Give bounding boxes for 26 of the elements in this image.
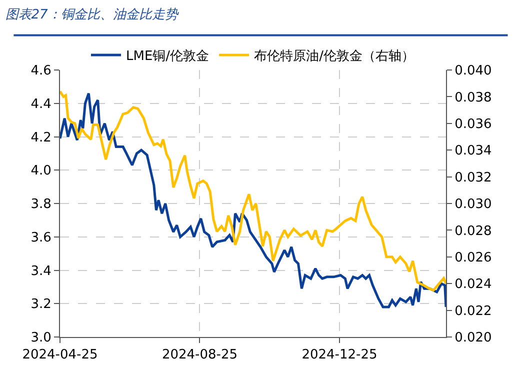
y-tick-label: 3.4 — [30, 264, 52, 279]
y-tick-label: 3.6 — [30, 230, 52, 246]
y-tick-label: 3.2 — [30, 297, 52, 312]
y-tick-label: 3.0 — [30, 330, 52, 346]
y2-tick-label: 0.036 — [454, 116, 492, 132]
y2-tick-label: 0.024 — [454, 277, 492, 292]
x-tick-label: 2024-08-25 — [162, 348, 238, 363]
y2-tick-label: 0.022 — [454, 304, 492, 319]
y-tick-label: 4.4 — [30, 96, 52, 112]
y-tick-label: 4.2 — [30, 130, 52, 146]
y2-tick-label: 0.030 — [454, 197, 492, 212]
x-tick-label: 2024-04-25 — [22, 348, 98, 363]
y2-tick-label: 0.028 — [454, 224, 492, 239]
legend-label: LME铜/伦敦金 — [126, 49, 210, 64]
y2-tick-label: 0.032 — [454, 170, 492, 186]
y-tick-label: 4.6 — [30, 64, 52, 79]
y2-tick-label: 0.038 — [454, 90, 492, 106]
y2-tick-label: 0.026 — [454, 250, 492, 266]
y2-tick-label: 0.020 — [454, 330, 492, 346]
y-tick-label: 3.8 — [30, 197, 52, 212]
y2-tick-label: 0.040 — [454, 64, 492, 79]
x-tick-label: 2024-12-25 — [302, 348, 378, 363]
y2-tick-label: 0.034 — [454, 144, 492, 159]
chart-title: 图表27：铜金比、油金比走势 — [5, 7, 179, 22]
legend-label: 布伦特原油/伦敦金（右轴） — [254, 49, 414, 64]
y-tick-label: 4.0 — [30, 164, 52, 179]
